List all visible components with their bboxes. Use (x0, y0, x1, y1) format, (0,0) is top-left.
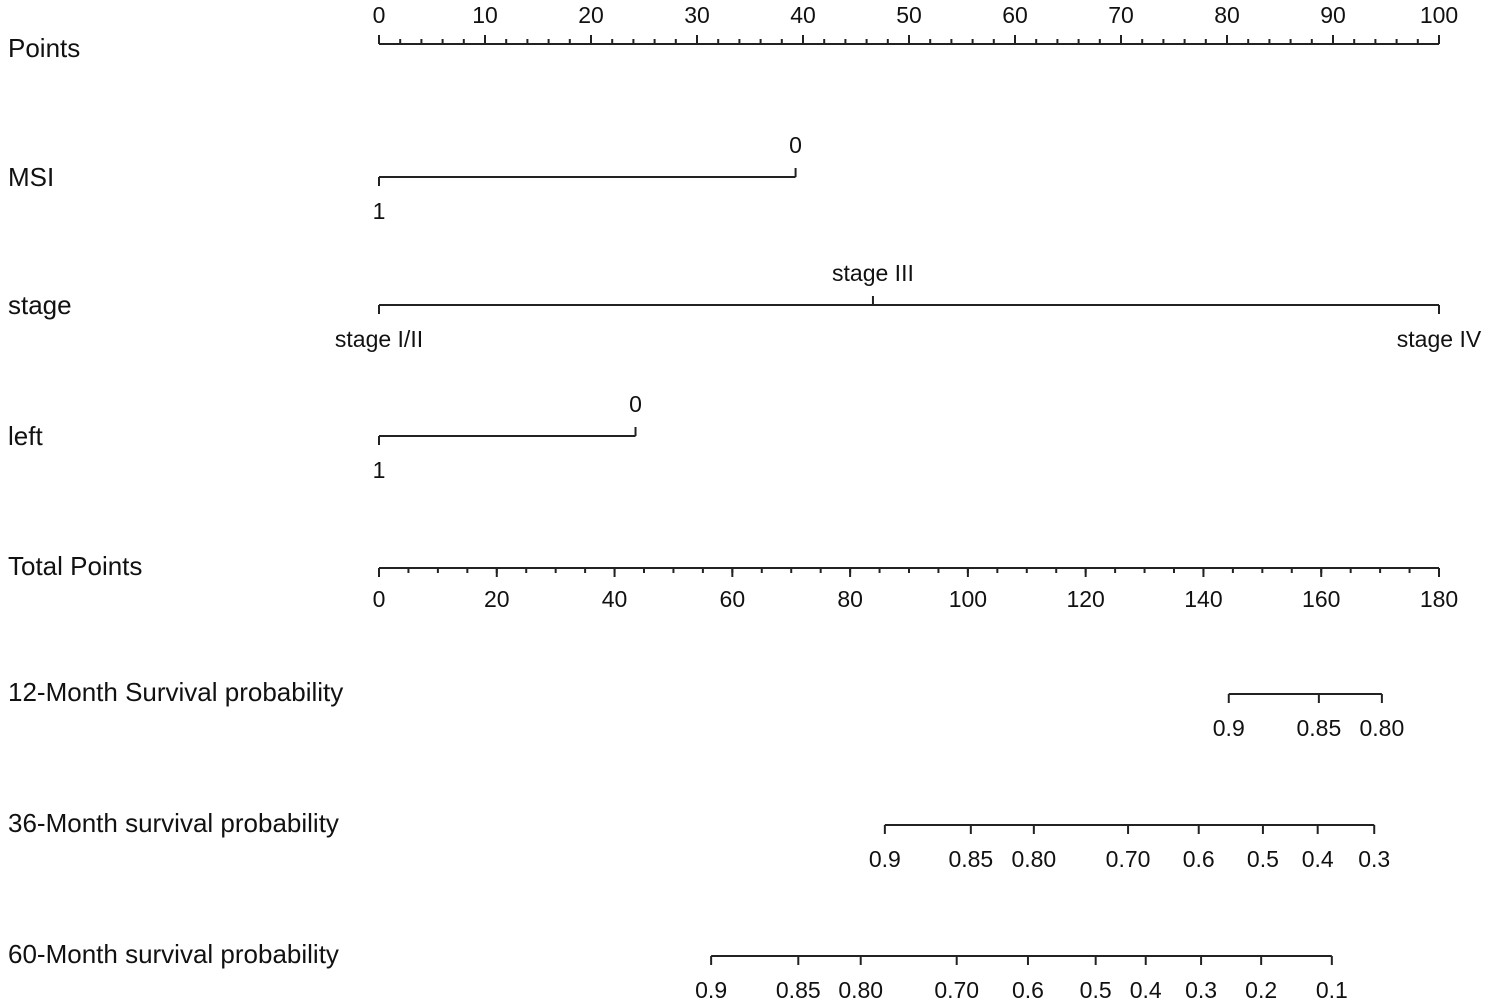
tick-label: 0.80 (1011, 846, 1056, 872)
level-label: stage III (832, 260, 914, 286)
row-label: Points (8, 33, 80, 63)
tick-label: 0.3 (1358, 846, 1390, 872)
tick-label: 0.5 (1080, 977, 1112, 1003)
tick-label: 10 (472, 2, 498, 28)
tick-label: 60 (1002, 2, 1028, 28)
tick-label: 140 (1184, 586, 1222, 612)
tick-label: 0.6 (1183, 846, 1215, 872)
tick-label: 0.5 (1247, 846, 1279, 872)
row-label: left (8, 421, 43, 451)
tick-label: 0.85 (776, 977, 821, 1003)
tick-label: 0.3 (1185, 977, 1217, 1003)
tick-label: 0.80 (838, 977, 883, 1003)
tick-label: 0.9 (869, 846, 901, 872)
tick-label: 100 (949, 586, 987, 612)
tick-label: 0.4 (1130, 977, 1162, 1003)
level-label: stage IV (1397, 326, 1482, 352)
tick-label: 70 (1108, 2, 1134, 28)
tick-label: 180 (1420, 586, 1458, 612)
row-label: MSI (8, 162, 54, 192)
tick-label: 0 (373, 586, 386, 612)
tick-label: 0.70 (934, 977, 979, 1003)
tick-label: 0.80 (1359, 715, 1404, 741)
tick-label: 90 (1320, 2, 1346, 28)
tick-label: 100 (1420, 2, 1458, 28)
tick-label: 40 (602, 586, 628, 612)
tick-label: 60 (720, 586, 746, 612)
tick-label: 0.85 (948, 846, 993, 872)
tick-label: 0.9 (1213, 715, 1245, 741)
tick-label: 0.6 (1012, 977, 1044, 1003)
tick-label: 0 (373, 2, 386, 28)
tick-label: 40 (790, 2, 816, 28)
tick-label: 50 (896, 2, 922, 28)
row-label: Total Points (8, 551, 142, 581)
row-label: 60-Month survival probability (8, 939, 339, 969)
tick-label: 160 (1302, 586, 1340, 612)
tick-label: 0.4 (1302, 846, 1334, 872)
level-label: stage I/II (335, 326, 423, 352)
tick-label: 0.85 (1296, 715, 1341, 741)
tick-label: 0.9 (695, 977, 727, 1003)
tick-label: 20 (484, 586, 510, 612)
level-label: 0 (629, 391, 642, 417)
tick-label: 0.2 (1245, 977, 1277, 1003)
row-label: stage (8, 290, 72, 320)
level-label: 0 (789, 132, 802, 158)
row-label: 12-Month Survival probability (8, 677, 343, 707)
tick-label: 30 (684, 2, 710, 28)
tick-label: 20 (578, 2, 604, 28)
tick-label: 0.70 (1106, 846, 1151, 872)
row-label: 36-Month survival probability (8, 808, 339, 838)
tick-label: 120 (1066, 586, 1104, 612)
tick-label: 80 (837, 586, 863, 612)
level-label: 1 (373, 457, 386, 483)
tick-label: 0.1 (1316, 977, 1348, 1003)
tick-label: 80 (1214, 2, 1240, 28)
level-label: 1 (373, 198, 386, 224)
